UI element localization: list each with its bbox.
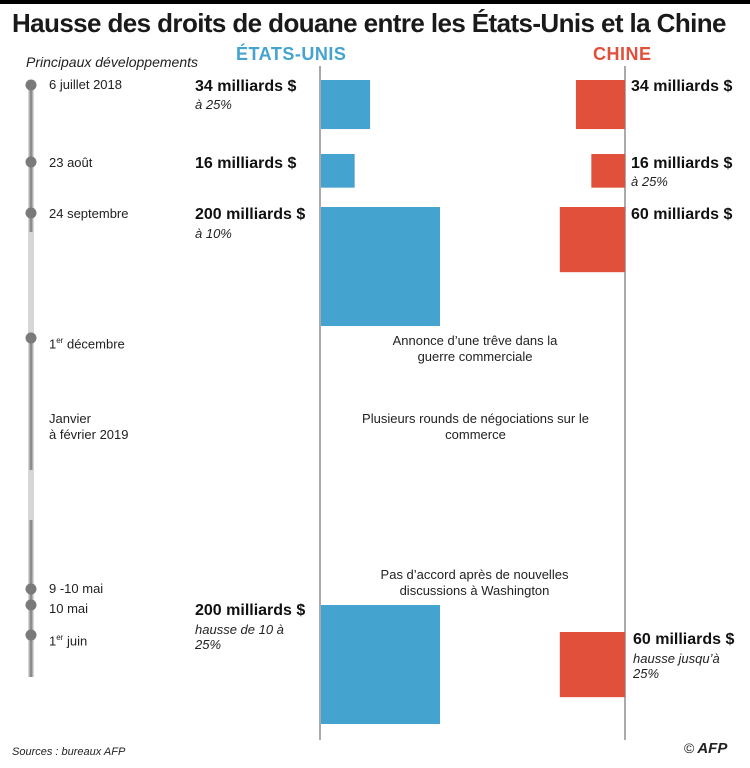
subtitle: Principaux développements (26, 54, 198, 70)
event-date-7: 10 mai (49, 601, 89, 616)
us-amount-label: 200 milliards $ (195, 206, 306, 223)
truce-note: Annonce d’une trêve dans la guerre comme… (392, 333, 558, 364)
us-amount-label: 200 milliards $ (195, 602, 306, 619)
china-rate-label: à 25% (631, 174, 668, 189)
us-amount-label: 16 milliards $ (195, 155, 297, 172)
us-bar (321, 605, 440, 724)
us-rate-label: à 10% (195, 226, 232, 241)
timeline-marker (25, 332, 37, 344)
timeline-marker (25, 629, 37, 641)
top-rule (0, 0, 750, 4)
event-date-3: 24 septembre (49, 206, 129, 221)
china-amount-label: 16 milliards $ (631, 155, 733, 172)
china-amount-label: 60 milliards $ (631, 206, 733, 223)
event-date-8: 1er juin (49, 633, 88, 649)
china-amount-label: 34 milliards $ (631, 78, 733, 95)
us-bar (321, 154, 355, 188)
timeline-marker (25, 583, 37, 595)
us-rate-label: à 25% (195, 97, 232, 112)
us-amount-label: 34 milliards $ (195, 78, 297, 95)
timeline-marker (25, 156, 37, 168)
us-rate-label: hausse de 10 à 25% (195, 622, 284, 652)
event-date-6: 9 -10 mai (49, 581, 104, 596)
china-amount-label: 60 milliards $ (633, 631, 735, 648)
timeline-marker (25, 207, 37, 219)
timeline-marker (25, 79, 37, 91)
china-bar (575, 80, 625, 130)
china-bar (559, 632, 625, 698)
china-bar (591, 154, 625, 188)
us-bar (321, 80, 371, 130)
event-date-2: 23 août (49, 155, 93, 170)
afp-logo: © AFP (684, 740, 728, 757)
china-column-header: CHINE (593, 44, 652, 64)
source-note: Sources : bureaux AFP (12, 746, 126, 758)
us-column-header: ÉTATS-UNIS (236, 44, 347, 64)
event-date-1: 6 juillet 2018 (49, 77, 122, 92)
no-deal-note: Pas d’accord après de nouvelles discussi… (380, 567, 569, 598)
event-date-4: 1er décembre (49, 336, 125, 352)
timeline-marker (25, 599, 37, 611)
negotiations-note: Plusieurs rounds de négociations sur le … (362, 411, 589, 442)
us-bar (321, 207, 440, 326)
chart-title: Hausse des droits de douane entre les Ét… (12, 8, 726, 38)
china-rate-label: hausse jusqu’à 25% (633, 651, 720, 681)
china-bar (559, 207, 625, 273)
event-date-5: Janvier à février 2019 (49, 411, 129, 442)
